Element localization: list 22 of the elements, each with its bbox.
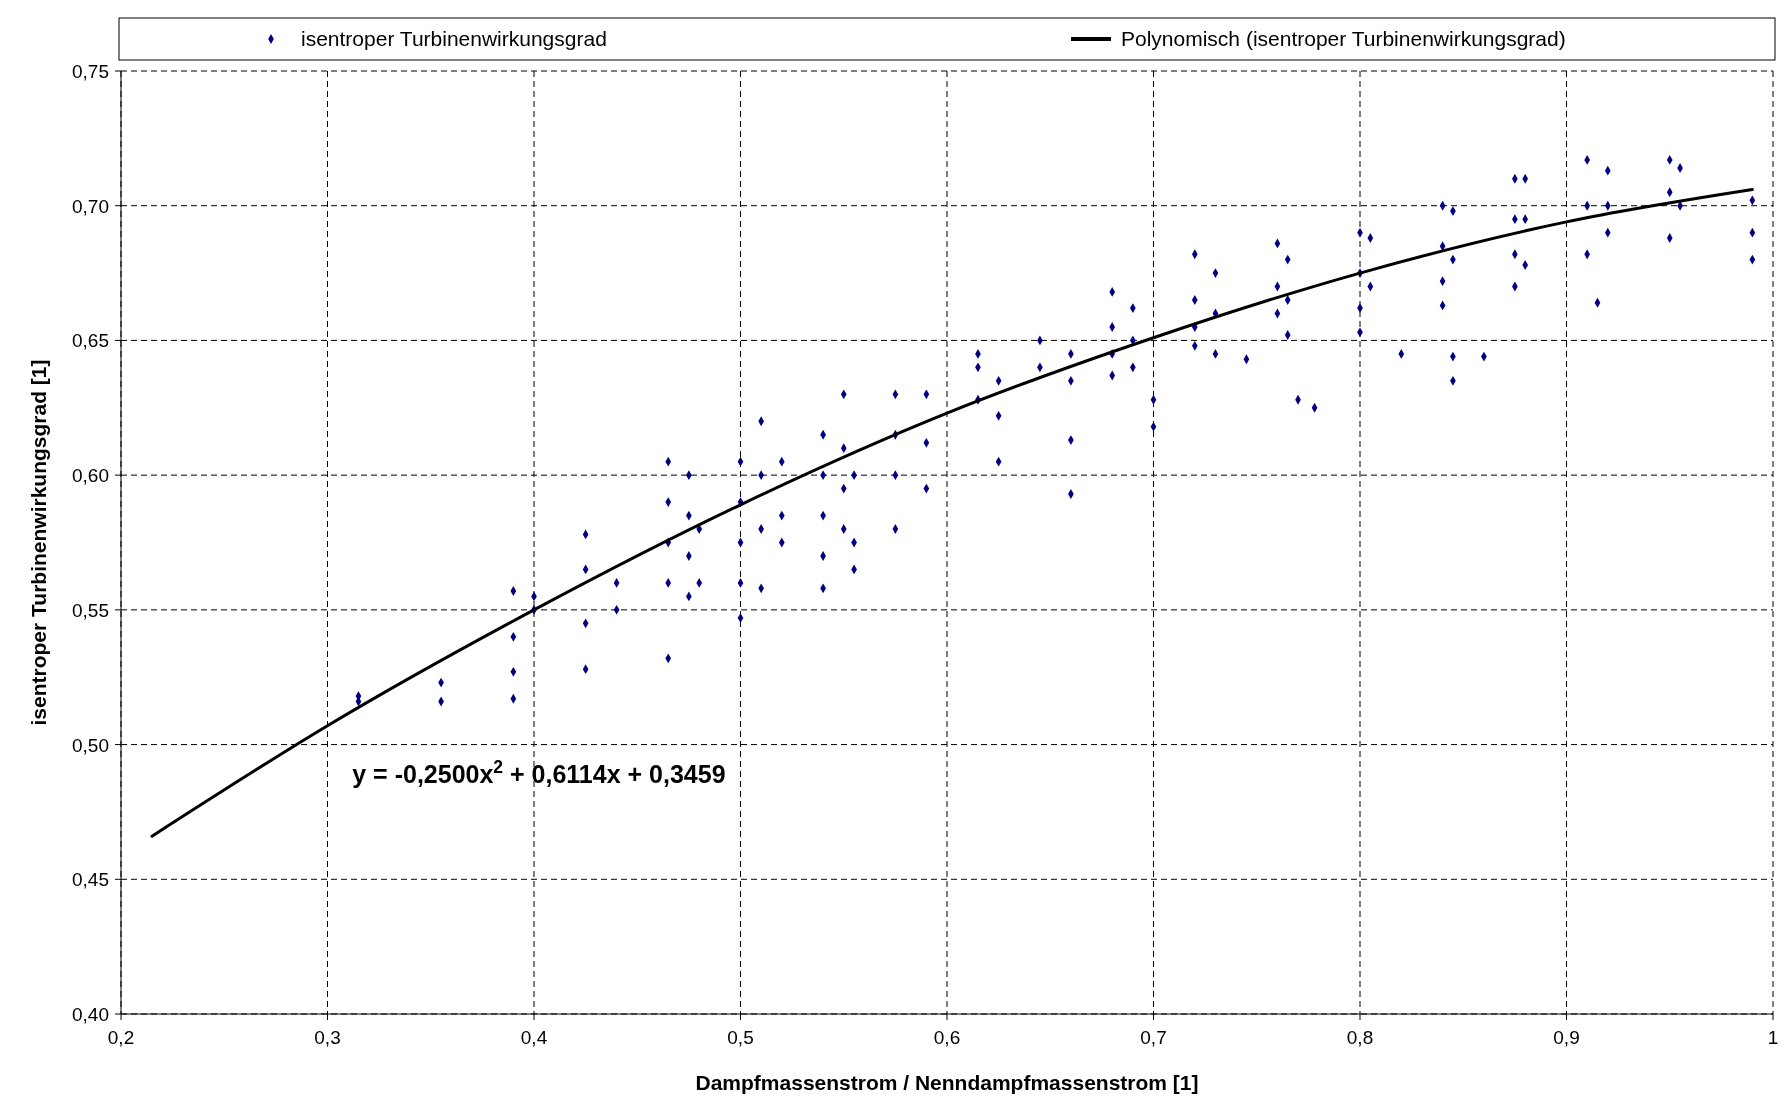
y-tick-label: 0,70 (72, 195, 109, 217)
x-tick-label: 0,3 (314, 1027, 341, 1048)
y-tick-label: 0,50 (72, 734, 109, 756)
legend-label: Polynomisch (isentroper Turbinenwirkungsgrad) (1121, 27, 1566, 50)
y-tick-label: 0,75 (72, 61, 109, 82)
y-tick-label: 0,45 (72, 869, 109, 891)
y-tick-label: 0,60 (72, 465, 109, 487)
annotation: y = -0,2500x$^{2}$ + 0,6114x + 0,3459 (352, 756, 726, 788)
x-axis-title: Dampfmassenstrom / Nenndampfmassenstrom [1] (695, 1071, 1199, 1094)
y-tick-label: 0,55 (72, 599, 109, 621)
x-tick-label: 1 (1767, 1027, 1779, 1048)
y-tick-label: 0,40 (72, 1004, 109, 1025)
x-tick-label: 0,8 (1346, 1027, 1374, 1048)
legend-label: isentroper Turbinenwirkungsgrad (301, 27, 607, 50)
y-axis-title: isentroper Turbinenwirkungsgrad [1] (27, 359, 50, 726)
x-tick-label: 0,9 (1553, 1027, 1580, 1048)
x-tick-label: 0,6 (933, 1027, 961, 1048)
x-tick-label: 0,7 (1140, 1027, 1167, 1048)
x-tick-label: 0,5 (727, 1027, 754, 1048)
x-tick-label: 0,2 (107, 1027, 135, 1048)
y-tick-label: 0,65 (72, 330, 109, 352)
x-tick-label: 0,4 (520, 1027, 548, 1048)
